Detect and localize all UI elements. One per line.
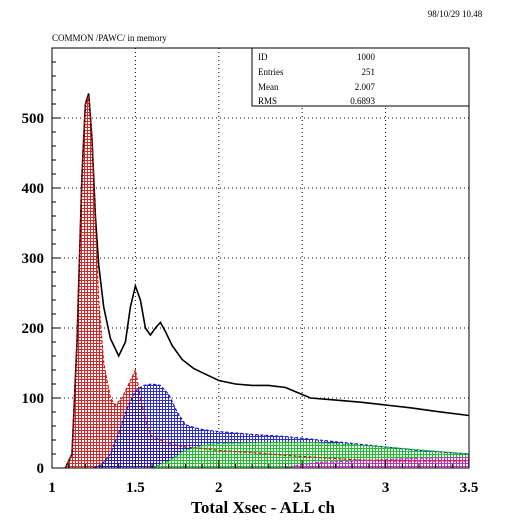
series-1-area bbox=[65, 95, 470, 468]
stats-value-id: 1000 bbox=[357, 52, 376, 62]
memory-label: COMMON /PAWC/ in memory bbox=[52, 33, 167, 43]
y-tick-label: 0 bbox=[37, 461, 45, 477]
x-tick-label: 2 bbox=[215, 480, 223, 496]
stats-label-entries: Entries bbox=[258, 67, 284, 77]
header-datetime: 98/10/29 10.48 bbox=[428, 9, 483, 19]
series-4-area bbox=[285, 457, 469, 468]
axis-ticks bbox=[51, 47, 470, 469]
stats-value-entries: 251 bbox=[362, 67, 376, 77]
stats-label-id: ID bbox=[258, 52, 268, 62]
stats-label-rms: RMS bbox=[258, 96, 277, 106]
series-4-line bbox=[285, 456, 469, 469]
stats-box: ID 1000 Entries 251 Mean 2.007 RMS 0.689… bbox=[251, 47, 470, 107]
stats-value-rms: 0.6893 bbox=[350, 96, 375, 106]
y-tick-label: 100 bbox=[22, 391, 45, 407]
y-tick-labels: 0 100 200 300 400 500 bbox=[22, 111, 45, 477]
x-tick-label: 1 bbox=[48, 480, 56, 496]
stats-label-mean: Mean bbox=[258, 82, 279, 92]
series-1-line bbox=[64, 95, 469, 469]
x-tick-label: 2.5 bbox=[293, 480, 312, 496]
y-tick-label: 400 bbox=[22, 181, 45, 197]
x-tick-label: 3.5 bbox=[460, 480, 479, 496]
series-lines bbox=[64, 93, 470, 469]
y-tick-label: 300 bbox=[22, 251, 45, 267]
x-tick-label: 1.5 bbox=[126, 480, 145, 496]
grid bbox=[52, 48, 469, 468]
x-tick-label: 3 bbox=[382, 480, 390, 496]
y-tick-label: 500 bbox=[22, 111, 45, 127]
stats-box-frame bbox=[251, 47, 470, 107]
series-3-line bbox=[151, 441, 470, 469]
stats-value-mean: 2.007 bbox=[355, 82, 376, 92]
x-tick-labels: 1 1.5 2 2.5 3 3.5 bbox=[48, 480, 478, 496]
x-axis-label: Total Xsec - ALL ch bbox=[191, 498, 335, 517]
series-2-line bbox=[93, 383, 470, 469]
y-tick-label: 200 bbox=[22, 321, 45, 337]
